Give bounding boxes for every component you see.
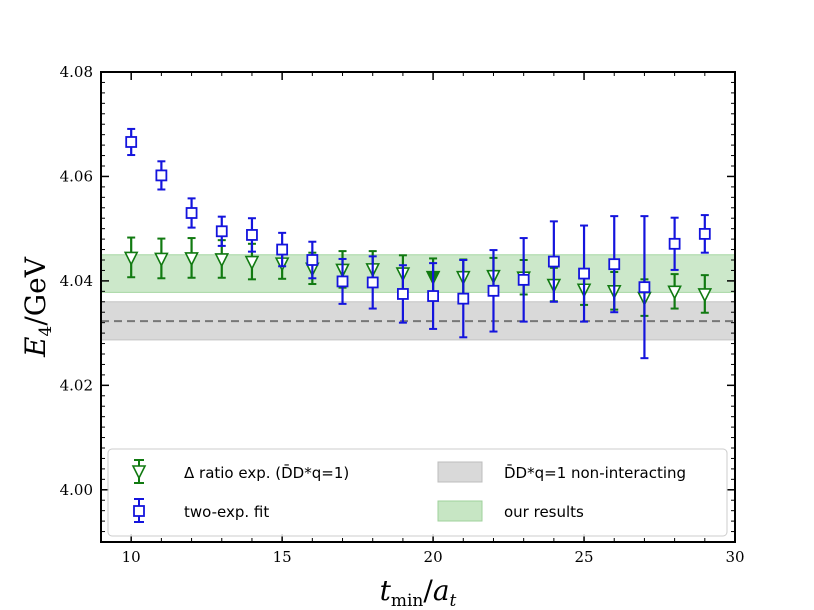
fit-point xyxy=(668,237,681,250)
fit-point xyxy=(246,229,258,241)
y-axis-title: E4/GeV xyxy=(19,256,56,358)
fit-point xyxy=(638,281,651,294)
legend-nonint-swatch xyxy=(437,461,483,483)
ratio-point xyxy=(214,253,230,268)
fit-point xyxy=(276,243,289,256)
points-layer xyxy=(123,127,713,360)
x-axis-title: tmin/at xyxy=(380,574,457,610)
fit-point xyxy=(125,136,138,148)
fit-point xyxy=(517,273,530,286)
legend-ours-label: our results xyxy=(504,503,584,521)
legend-nonint-label: D̄D*q=1 non-interacting xyxy=(504,463,686,482)
y-tick-label: 4.02 xyxy=(60,376,93,394)
fit-point xyxy=(306,254,319,266)
ratio-point xyxy=(184,252,199,267)
fit-point xyxy=(185,207,198,219)
y-tick-label: 4.00 xyxy=(60,481,93,499)
legend: Δ ratio exp. (D̄D*q=1) two-exp. fit D̄D*… xyxy=(107,448,728,537)
legend-box xyxy=(107,448,728,537)
x-tick-label: 30 xyxy=(725,548,744,566)
ratio-point xyxy=(244,255,260,271)
fit-point xyxy=(457,292,470,305)
fit-point xyxy=(578,267,590,280)
ratio-point xyxy=(123,251,139,267)
x-tick-label: 15 xyxy=(273,548,292,566)
fit-point xyxy=(215,225,228,238)
fit-point xyxy=(155,169,168,182)
legend-fit-marker xyxy=(133,498,145,523)
fit-point xyxy=(397,288,409,300)
fit-point xyxy=(608,258,621,271)
ticks-layer: 10 15 20 25 30 4.00 4.02 4.04 4.06 4.08 xyxy=(60,63,745,566)
legend-ours-swatch xyxy=(437,500,483,522)
x-tick-label: 10 xyxy=(122,548,141,566)
x-tick-label: 20 xyxy=(424,548,443,566)
legend-ratio-label: Δ ratio exp. (D̄D*q=1) xyxy=(184,463,349,482)
y-tick-label: 4.04 xyxy=(60,272,93,290)
legend-ratio-marker xyxy=(131,459,147,484)
fit-point xyxy=(547,255,560,268)
ratio-point xyxy=(697,288,713,303)
plot-frame xyxy=(100,71,736,543)
fit-point xyxy=(366,276,379,289)
x-tick-label: 25 xyxy=(575,548,594,566)
fit-point xyxy=(487,284,500,297)
y-tick-label: 4.06 xyxy=(60,167,93,185)
fit-point xyxy=(698,227,711,240)
ratio-point xyxy=(667,285,682,301)
fit-point xyxy=(336,275,349,288)
fit-point xyxy=(427,290,439,302)
ratio-point xyxy=(154,252,169,268)
y-tick-label: 4.08 xyxy=(60,63,93,81)
legend-fit-label: two-exp. fit xyxy=(184,503,269,521)
